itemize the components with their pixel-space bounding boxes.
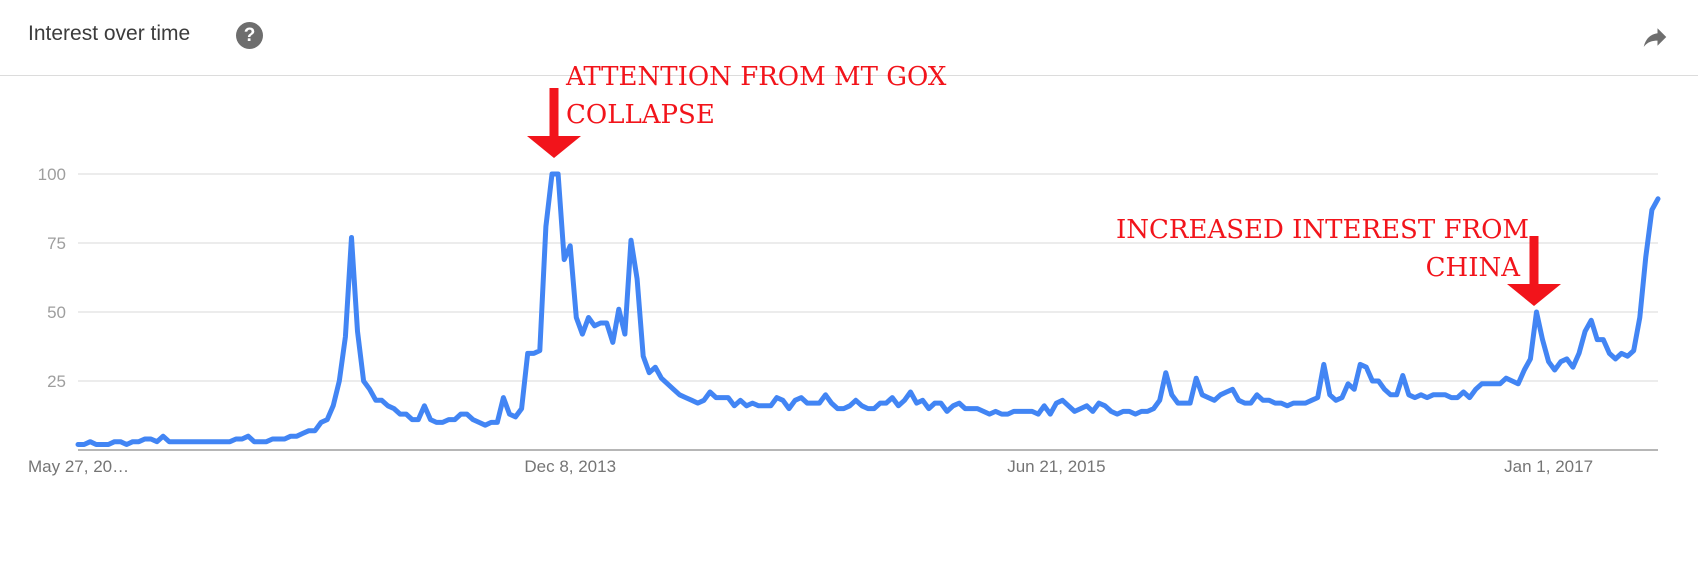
arrow-china — [1507, 236, 1561, 306]
share-arrow-icon[interactable] — [1640, 22, 1670, 52]
annotation-arrows — [527, 88, 1561, 306]
annotation-mt-gox: ATTENTION FROM MT GOX COLLAPSE — [566, 58, 946, 134]
arrow-mt-gox-shaft — [549, 88, 559, 138]
y-tick-label: 100 — [38, 165, 66, 184]
annotation-mt-gox-line2: COLLAPSE — [566, 100, 715, 130]
x-tick-label: May 27, 20… — [28, 457, 129, 476]
series-line — [75, 171, 1661, 447]
x-tick-label: Jun 21, 2015 — [1007, 457, 1105, 476]
x-tick-labels: May 27, 20… Dec 8, 2013 Jun 21, 2015 Jan 1,… — [28, 457, 1593, 476]
annotation-china-line2: CHINA — [1425, 253, 1520, 283]
chart-title: Interest over time — [28, 22, 191, 45]
card-header: Interest over time ? — [0, 0, 1698, 76]
annotation-china: INCREASED INTEREST FROM CHINA — [1116, 211, 1530, 287]
y-tick-label: 25 — [47, 372, 66, 391]
grid-layer — [78, 173, 1658, 451]
arrow-china-shaft — [1529, 236, 1539, 286]
arrow-mt-gox — [527, 88, 581, 158]
x-tick-label: Dec 8, 2013 — [524, 457, 616, 476]
arrow-china-head — [1507, 284, 1561, 306]
y-tick-label: 75 — [47, 234, 66, 253]
annotation-china-line1: INCREASED INTEREST FROM — [1116, 215, 1530, 245]
arrow-mt-gox-head — [527, 136, 581, 158]
x-tick-label: Jan 1, 2017 — [1504, 457, 1593, 476]
annotation-mt-gox-line1: ATTENTION FROM MT GOX — [566, 62, 947, 92]
question-circle-icon[interactable]: ? — [236, 22, 263, 49]
y-tick-label: 50 — [47, 303, 66, 322]
y-tick-labels: 100 75 50 25 — [38, 165, 66, 391]
